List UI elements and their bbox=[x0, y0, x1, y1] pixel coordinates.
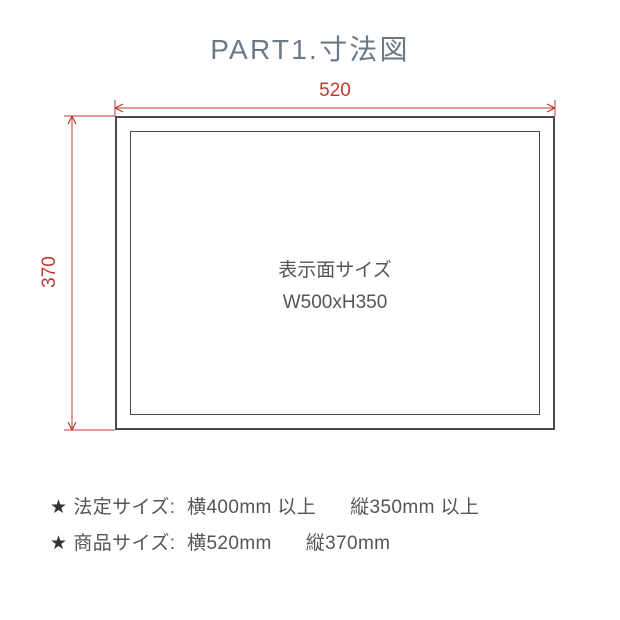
display-area-title: 表示面サイズ bbox=[115, 255, 555, 282]
legend-label: 法定サイズ: bbox=[73, 497, 175, 518]
legend-row-legal: ★ 法定サイズ: 横400mm 以上 縦350mm 以上 bbox=[50, 490, 479, 526]
legend-h: 縦350mm 以上 bbox=[350, 497, 479, 518]
legend-w: 横400mm 以上 bbox=[187, 497, 316, 518]
height-dimension-value: 370 bbox=[39, 256, 61, 288]
width-dimension-value: 520 bbox=[115, 80, 555, 102]
display-area-size: W500xH350 bbox=[115, 292, 555, 314]
legend-row-product: ★ 商品サイズ: 横520mm 縦370mm bbox=[50, 526, 479, 562]
legend-label: 商品サイズ: bbox=[73, 533, 175, 554]
display-area-label: 表示面サイズ W500xH350 bbox=[115, 255, 555, 314]
size-legend: ★ 法定サイズ: 横400mm 以上 縦350mm 以上 ★ 商品サイズ: 横520m… bbox=[50, 490, 479, 562]
star-icon: ★ bbox=[50, 490, 67, 526]
page-title: PART1.寸法図 bbox=[0, 28, 620, 68]
legend-h: 縦370mm bbox=[306, 533, 391, 554]
dimension-figure: PART1.寸法図 520 370 表示面サイズ W500xH350 ★ 法定サイ… bbox=[0, 0, 620, 620]
legend-w: 横520mm bbox=[187, 533, 272, 554]
star-icon: ★ bbox=[50, 526, 67, 562]
